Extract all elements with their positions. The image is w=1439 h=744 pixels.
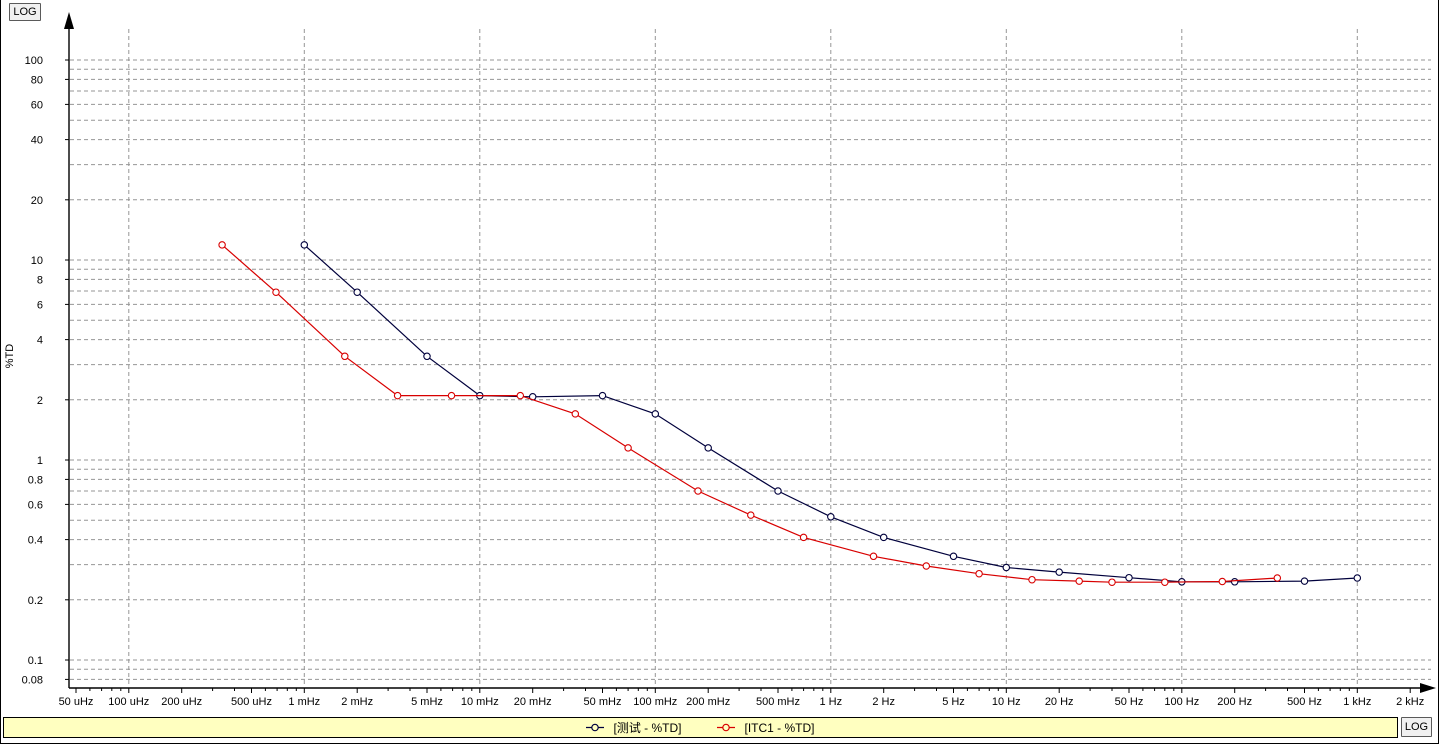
data-point [1230, 578, 1239, 586]
data-point [1218, 577, 1227, 586]
legend-label-series2: [ITC1 - %TD] [744, 720, 815, 735]
y-tick-label: 0.8 [28, 474, 43, 486]
x-tick-label: 5 mHz [411, 696, 443, 708]
x-tick-label: 20 mHz [514, 696, 552, 708]
y-tick-label: 1 [37, 455, 43, 467]
y-tick-label: 40 [31, 135, 43, 147]
data-point [571, 410, 580, 418]
x-axis-labels: 50 uHz 100 uHz 200 uHz 500 uHz 1 mHz 2 mHz 5 m… [59, 696, 1425, 708]
y-tick-label: 0.6 [28, 499, 43, 511]
legend-item-series2[interactable]: [ITC1 - %TD] [717, 720, 815, 735]
data-point [975, 569, 983, 578]
data-point [218, 241, 226, 249]
x-tick-label: 500 Hz [1287, 696, 1322, 708]
y-tick-label: 60 [31, 99, 43, 111]
data-point [1125, 573, 1133, 582]
x-tick-label: 100 Hz [1164, 696, 1199, 708]
y-tick-label: 0.2 [28, 595, 43, 607]
data-point [300, 241, 309, 249]
series1-marker-icon [586, 723, 605, 732]
y-tick-label: 4 [37, 335, 43, 347]
axes [64, 12, 1436, 693]
y-axis-log-scale-button[interactable]: LOG [9, 3, 41, 21]
data-point [447, 391, 456, 400]
data-point [341, 352, 349, 361]
data-point [799, 533, 808, 542]
data-point [1300, 577, 1309, 585]
legend-item-series1[interactable]: [测试 - %TD] [586, 719, 681, 736]
data-point [651, 410, 660, 418]
data-point [1028, 575, 1036, 584]
x-tick-label: 1 Hz [819, 696, 842, 708]
data-point [869, 552, 878, 561]
data-point [922, 562, 931, 570]
data-point [1108, 578, 1116, 586]
data-point [1002, 563, 1011, 572]
x-tick-label: 100 mHz [633, 696, 677, 708]
data-point [598, 391, 607, 400]
x-tick-label: 2 kHz [1396, 696, 1424, 708]
y-tick-label: 0.08 [22, 674, 43, 686]
x-tick-label: 200 uHz [161, 696, 202, 708]
data-point [774, 487, 782, 495]
data-point [1353, 574, 1362, 582]
y-tick-label: 6 [37, 299, 43, 311]
data-point [272, 288, 280, 296]
data-point [516, 391, 525, 400]
y-axis-title: %TD [4, 344, 16, 369]
x-tick-label: 50 uHz [59, 696, 94, 708]
x-tick-label: 500 mHz [756, 696, 800, 708]
data-point [1055, 568, 1063, 576]
y-tick-label: 10 [31, 255, 43, 267]
y-tick-label: 0.1 [28, 655, 43, 667]
v-gridlines [128, 29, 1358, 687]
x-tick-label: 1 mHz [288, 696, 320, 708]
data-point [827, 513, 835, 521]
data-point [353, 288, 361, 296]
data-point [393, 391, 402, 400]
x-tick-label: 50 mHz [584, 696, 622, 708]
y-tick-label: 2 [37, 395, 43, 407]
data-point [423, 352, 431, 361]
x-tick-label: 2 Hz [872, 696, 895, 708]
data-point [694, 487, 702, 495]
y-axis-labels: 100 80 60 40 20 10 8 6 4 2 1 0.8 0.6 0.4 0.2 0.1 0.08 [22, 55, 43, 686]
x-tick-label: 200 mHz [686, 696, 730, 708]
x-tick-label: 500 uHz [231, 696, 272, 708]
x-tick-label: 200 Hz [1217, 696, 1252, 708]
series-2-curve [218, 241, 1282, 586]
x-tick-label: 100 uHz [108, 696, 149, 708]
y-axis-ticks [65, 59, 69, 680]
y-tick-label: 0.4 [28, 535, 43, 547]
h-gridlines [70, 59, 1431, 680]
x-tick-label: 1 kHz [1343, 696, 1371, 708]
data-point [1273, 574, 1282, 582]
x-tick-label: 10 mHz [461, 696, 499, 708]
data-point [747, 511, 755, 519]
x-tick-label: 10 Hz [992, 696, 1021, 708]
data-point [624, 444, 632, 452]
data-point [1075, 577, 1083, 585]
y-tick-label: 20 [31, 195, 43, 207]
data-point [949, 552, 958, 561]
x-axis-log-scale-button[interactable]: LOG [1401, 717, 1432, 737]
x-axis-ticks [75, 688, 1411, 693]
y-tick-label: 80 [31, 74, 43, 86]
x-tick-label: 2 mHz [341, 696, 373, 708]
y-tick-label: 8 [37, 274, 43, 286]
x-tick-label: 5 Hz [942, 696, 965, 708]
series2-marker-icon [717, 723, 736, 732]
x-tick-label: 50 Hz [1115, 696, 1144, 708]
y-tick-label: 100 [25, 55, 43, 67]
legend-bar: [测试 - %TD] [ITC1 - %TD] [3, 717, 1398, 738]
data-point [704, 444, 712, 452]
data-point [1161, 578, 1169, 586]
legend-label-series1: [测试 - %TD] [613, 721, 682, 735]
data-point [879, 533, 888, 542]
x-tick-label: 20 Hz [1045, 696, 1074, 708]
